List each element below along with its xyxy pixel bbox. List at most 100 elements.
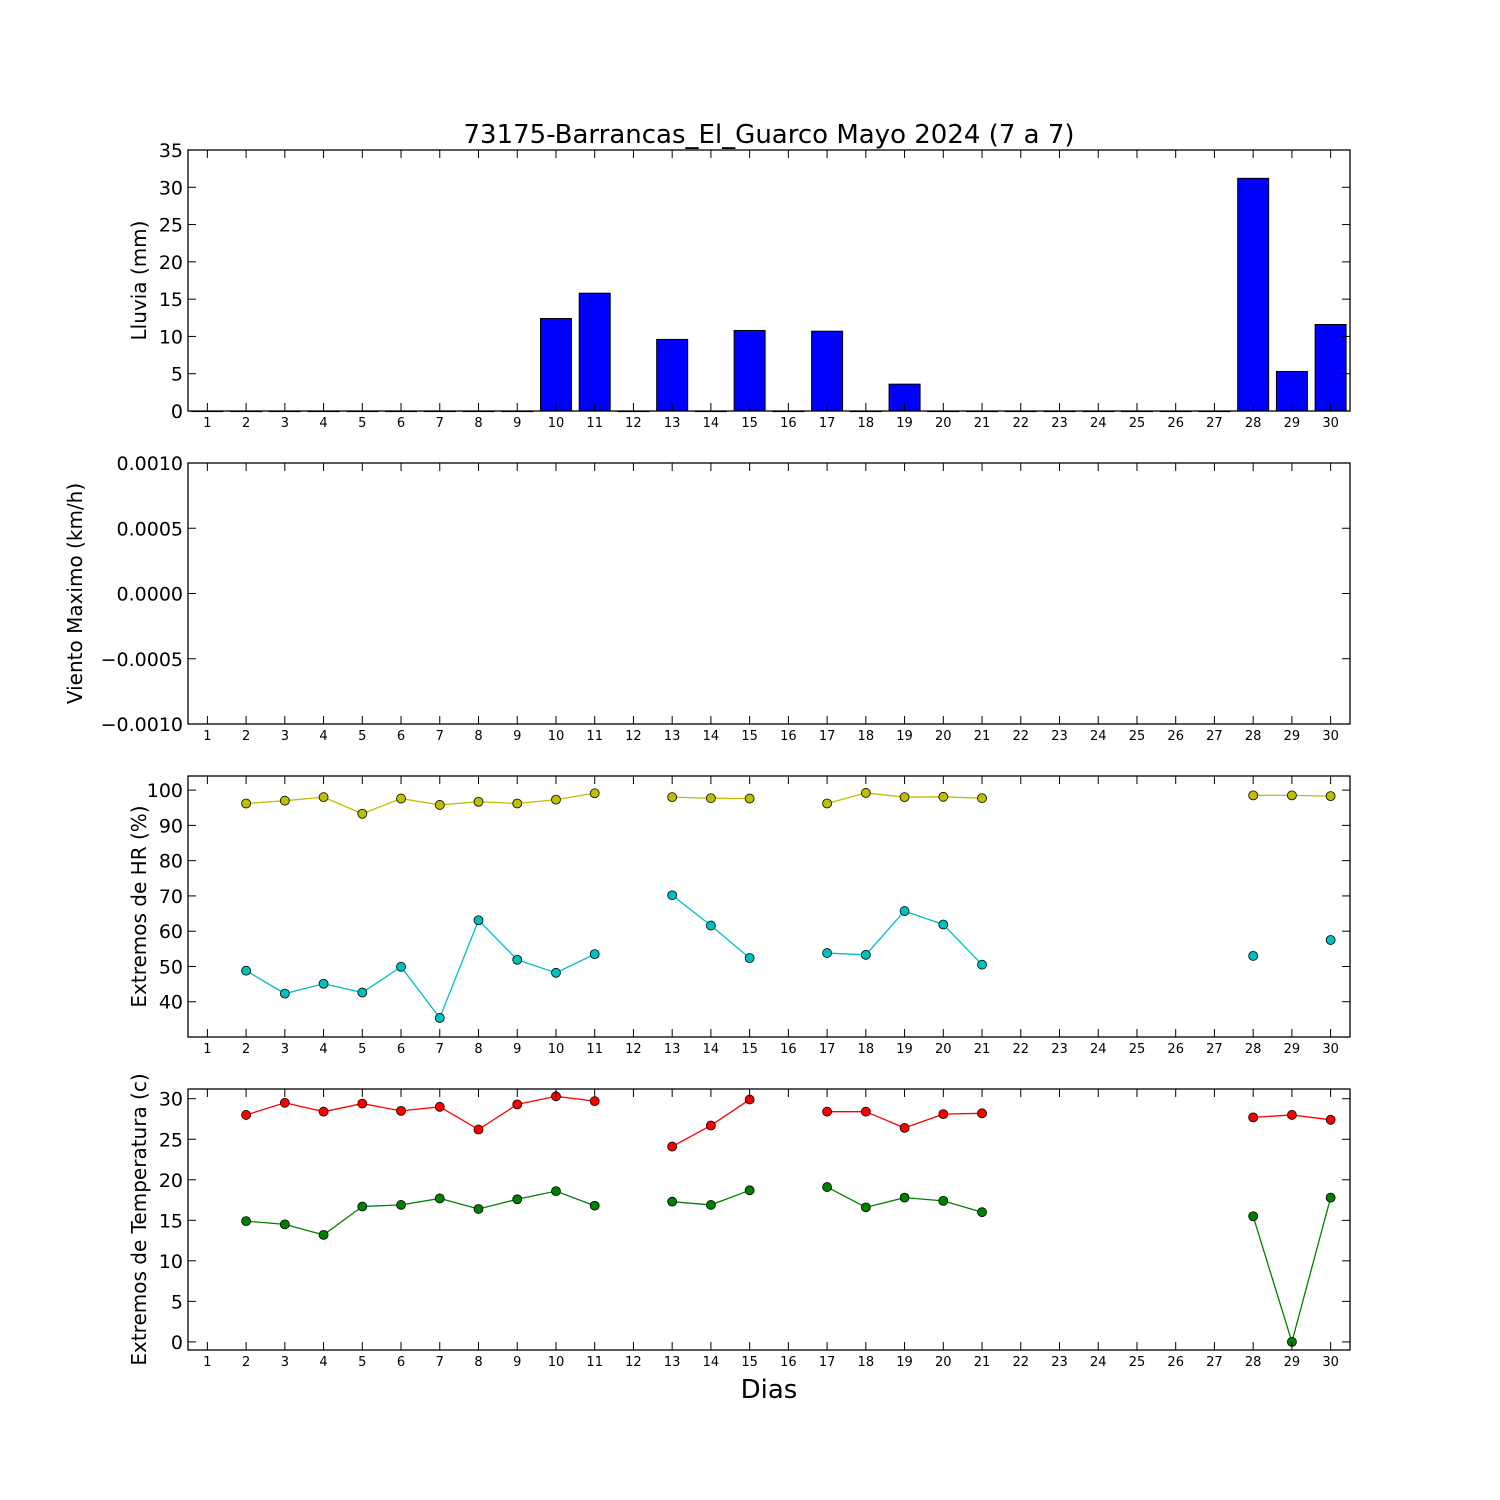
x-tick-label: 23 xyxy=(1051,1355,1068,1370)
x-tick-label: 6 xyxy=(397,729,405,744)
series-2-point-day-9 xyxy=(512,954,523,965)
series-2-point-day-13 xyxy=(667,1196,678,1207)
series-2-point-day-2 xyxy=(241,1216,252,1227)
x-tick-label: 15 xyxy=(741,1355,758,1370)
series-2-point-day-4 xyxy=(318,978,329,989)
x-tick-label: 8 xyxy=(474,416,482,431)
y-tick-label: 20 xyxy=(159,252,183,274)
bar-day-10 xyxy=(539,318,572,412)
x-tick-label: 14 xyxy=(703,1355,720,1370)
y-tick-label: 80 xyxy=(159,851,183,873)
x-tick-label: 26 xyxy=(1167,416,1184,431)
x-tick-label: 29 xyxy=(1284,729,1301,744)
x-tick-label: 12 xyxy=(625,416,642,431)
bar-day-28 xyxy=(1237,177,1270,412)
x-tick-label: 18 xyxy=(858,416,875,431)
x-tick-label: 21 xyxy=(974,1355,991,1370)
x-tick-label: 6 xyxy=(397,1355,405,1370)
series-1-point-day-5 xyxy=(357,808,368,819)
series-1-point-day-3 xyxy=(279,1097,290,1108)
x-tick-label: 29 xyxy=(1284,1042,1301,1057)
x-tick-label: 5 xyxy=(358,1355,366,1370)
x-tick-label: 22 xyxy=(1012,729,1029,744)
bar-day-17 xyxy=(811,330,844,412)
series-2-point-day-5 xyxy=(357,987,368,998)
series-2-point-day-21 xyxy=(977,1207,987,1218)
series-1-point-day-11 xyxy=(589,1096,600,1107)
series-2-point-day-9 xyxy=(512,1194,523,1205)
series-2-point-day-11 xyxy=(589,1200,600,1211)
x-tick-label: 24 xyxy=(1090,1355,1107,1370)
y-axis-label: Extremos de Temperatura (c) xyxy=(127,1073,151,1365)
series-2-point-day-8 xyxy=(473,915,484,926)
series-1-point-day-30 xyxy=(1325,791,1336,802)
x-tick-label: 6 xyxy=(397,1042,405,1057)
series-1-point-day-9 xyxy=(512,1099,523,1110)
y-tick-label: 0 xyxy=(171,1332,183,1354)
series-1-point-day-8 xyxy=(473,1124,484,1135)
x-tick-label: 30 xyxy=(1322,416,1339,431)
y-tick-label: 0.0005 xyxy=(117,518,183,540)
series-1-point-day-13 xyxy=(667,1141,678,1152)
x-tick-label: 25 xyxy=(1129,416,1146,431)
x-tick-label: 20 xyxy=(935,1042,952,1057)
x-tick-label: 26 xyxy=(1167,1355,1184,1370)
x-tick-label: 27 xyxy=(1206,729,1223,744)
series-1-point-day-20 xyxy=(938,791,949,802)
x-tick-label: 3 xyxy=(281,1355,289,1370)
x-tick-label: 25 xyxy=(1129,729,1146,744)
series-1-point-day-19 xyxy=(899,1123,910,1133)
series-2-point-day-10 xyxy=(551,967,561,978)
series-1-point-day-14 xyxy=(706,793,716,804)
x-tick-label: 17 xyxy=(819,1042,836,1057)
series-1-point-day-7 xyxy=(434,800,445,810)
x-tick-label: 26 xyxy=(1167,729,1184,744)
series-2-point-day-7 xyxy=(434,1193,445,1204)
series-2-point-day-14 xyxy=(706,920,716,931)
series-1-point-day-30 xyxy=(1325,1114,1336,1125)
series-2-point-day-6 xyxy=(396,1200,406,1210)
x-tick-label: 11 xyxy=(586,1355,603,1370)
series-2-point-day-20 xyxy=(938,919,949,930)
y-axis-label: Lluvia (mm) xyxy=(127,221,151,341)
x-tick-label: 9 xyxy=(513,416,521,431)
series-1-point-day-2 xyxy=(241,798,252,809)
x-tick-label: 25 xyxy=(1129,1042,1146,1057)
x-tick-label: 10 xyxy=(548,1355,565,1370)
series-2-point-day-21 xyxy=(977,959,987,970)
x-tick-label: 10 xyxy=(548,1042,565,1057)
x-tick-label: 4 xyxy=(319,416,327,431)
x-tick-label: 22 xyxy=(1012,1042,1029,1057)
bar-day-13 xyxy=(656,338,689,412)
x-tick-label: 12 xyxy=(625,729,642,744)
x-tick-label: 4 xyxy=(319,1042,327,1057)
series-1-line-segment xyxy=(245,1095,595,1131)
x-tick-label: 10 xyxy=(548,729,565,744)
x-tick-label: 15 xyxy=(741,1042,758,1057)
series-1-point-day-6 xyxy=(396,793,406,804)
x-tick-label: 24 xyxy=(1090,729,1107,744)
series-2-point-day-3 xyxy=(279,1219,290,1230)
x-tick-label: 27 xyxy=(1206,1042,1223,1057)
x-tick-label: 23 xyxy=(1051,729,1068,744)
y-tick-label: 0.0000 xyxy=(117,584,183,606)
y-tick-label: 30 xyxy=(159,1089,183,1111)
series-2-point-day-6 xyxy=(396,961,406,972)
x-tick-label: 15 xyxy=(741,416,758,431)
x-tick-label: 17 xyxy=(819,1355,836,1370)
x-tick-label: 14 xyxy=(703,416,720,431)
panel-frame xyxy=(187,1088,1351,1351)
y-tick-label: 25 xyxy=(159,215,183,237)
x-tick-label: 23 xyxy=(1051,416,1068,431)
x-tick-label: 28 xyxy=(1245,1042,1262,1057)
x-tick-label: 10 xyxy=(548,416,565,431)
series-2-point-day-19 xyxy=(899,906,910,916)
y-tick-label: 25 xyxy=(159,1129,183,1151)
x-tick-label: 30 xyxy=(1322,729,1339,744)
series-1-point-day-28 xyxy=(1248,1112,1259,1123)
x-tick-label: 11 xyxy=(586,416,603,431)
y-tick-label: 5 xyxy=(171,364,183,386)
series-2-point-day-18 xyxy=(860,949,871,960)
